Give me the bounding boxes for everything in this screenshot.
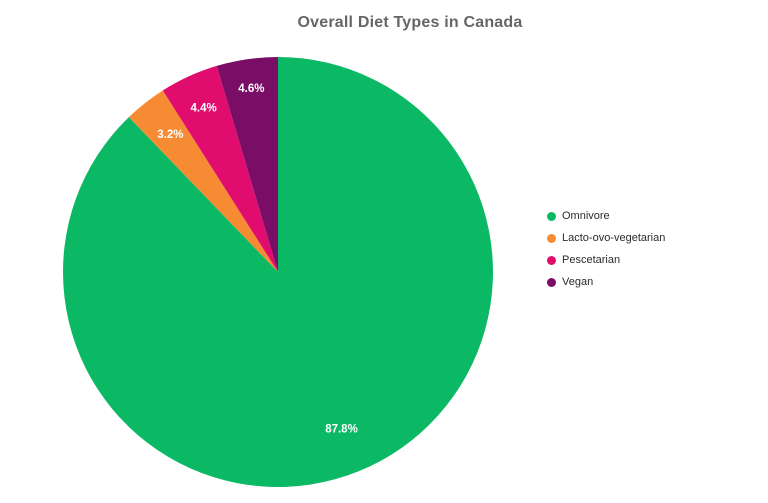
pie-slice-omnivore[interactable] [62, 57, 493, 487]
legend-label: Lacto-ovo-vegetarian [562, 232, 666, 244]
slice-label-pescetarian: 4.4% [190, 103, 216, 115]
slice-label-lacto-ovo-vegetarian: 3.2% [157, 129, 183, 141]
legend-label: Omnivore [562, 210, 610, 222]
legend-marker-icon [547, 211, 556, 221]
legend-item-vegan[interactable]: Vegan [547, 271, 665, 293]
legend-item-lacto-ovo-vegetarian[interactable]: Lacto-ovo-vegetarian [547, 227, 665, 249]
legend-marker-icon [547, 277, 556, 287]
slice-label-omnivore: 87.8% [325, 424, 358, 436]
pie-slice-pescetarian[interactable] [162, 65, 278, 272]
legend-marker-icon [547, 255, 556, 265]
legend-label: Pescetarian [562, 254, 621, 266]
legend-item-omnivore[interactable]: Omnivore [547, 205, 665, 227]
slice-label-vegan: 4.6% [238, 83, 264, 95]
pie-slice-vegan[interactable] [216, 57, 278, 272]
legend-label: Vegan [562, 276, 594, 288]
legend-marker-icon [547, 233, 556, 243]
legend: Omnivore Lacto-ovo-vegetarian Pescetaria… [547, 205, 665, 293]
legend-item-pescetarian[interactable]: Pescetarian [547, 249, 665, 271]
pie-slice-lacto-ovo-vegetarian[interactable] [128, 90, 278, 272]
chart-title: Overall Diet Types in Canada [297, 14, 523, 31]
